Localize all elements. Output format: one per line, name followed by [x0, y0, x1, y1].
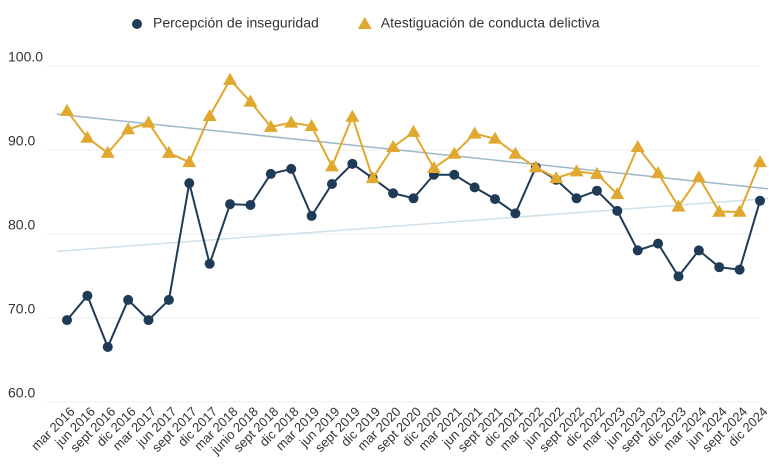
point [388, 188, 399, 199]
point [569, 164, 584, 177]
point [161, 145, 176, 158]
y-tick-label: 70.0 [8, 301, 35, 317]
y-tick-label: 100.0 [8, 49, 43, 65]
point [589, 166, 604, 179]
point [60, 103, 74, 116]
point [490, 194, 501, 205]
point [284, 115, 299, 128]
point [732, 204, 747, 217]
point [121, 122, 136, 135]
point [691, 170, 706, 183]
point [347, 158, 358, 169]
point [447, 146, 462, 159]
point [324, 159, 339, 172]
point [734, 264, 745, 275]
point [345, 109, 360, 122]
point [223, 72, 238, 85]
point [549, 171, 564, 184]
point [630, 140, 645, 153]
point [306, 210, 317, 221]
trend-line [56, 197, 769, 253]
legend-marker [132, 19, 142, 29]
legend-marker [357, 17, 372, 29]
legend-label: Atestiguación de conducta delictiva [381, 15, 600, 31]
point [243, 94, 258, 107]
point [571, 193, 582, 204]
y-tick-label: 80.0 [8, 217, 35, 233]
point [263, 119, 278, 132]
point [141, 115, 156, 128]
point [632, 245, 643, 256]
point [651, 166, 666, 179]
series-line [66, 162, 761, 350]
point [102, 341, 113, 352]
point [82, 290, 93, 301]
point [712, 204, 727, 217]
point [467, 126, 482, 139]
point [225, 199, 236, 210]
point [202, 108, 217, 121]
series-line [66, 78, 761, 213]
point [326, 179, 337, 189]
point [265, 168, 276, 179]
point [653, 238, 664, 249]
point [488, 131, 503, 144]
point [469, 182, 480, 193]
point [286, 163, 297, 174]
point [406, 124, 421, 137]
point [182, 155, 197, 168]
point [80, 130, 95, 143]
trend-line [56, 113, 769, 190]
point [365, 171, 380, 184]
point [753, 155, 767, 168]
point [714, 262, 725, 273]
point [671, 199, 686, 212]
point [100, 145, 115, 158]
point [304, 119, 319, 132]
point [673, 271, 684, 282]
point [528, 160, 543, 173]
point [610, 187, 625, 200]
legend-label: Percepción de inseguridad [153, 15, 319, 31]
point [426, 161, 441, 174]
point [204, 258, 215, 269]
point [449, 169, 460, 180]
point [693, 245, 704, 256]
y-tick-label: 90.0 [8, 133, 35, 149]
point [184, 178, 195, 189]
point [245, 200, 256, 210]
point [386, 140, 401, 153]
point [508, 146, 523, 159]
y-tick-label: 60.0 [8, 385, 35, 401]
point [591, 185, 602, 196]
point [510, 208, 521, 219]
point [62, 315, 72, 326]
point [163, 294, 174, 305]
point [408, 193, 419, 204]
point [123, 294, 134, 305]
point [612, 205, 623, 216]
point [143, 315, 154, 326]
point [755, 195, 765, 206]
